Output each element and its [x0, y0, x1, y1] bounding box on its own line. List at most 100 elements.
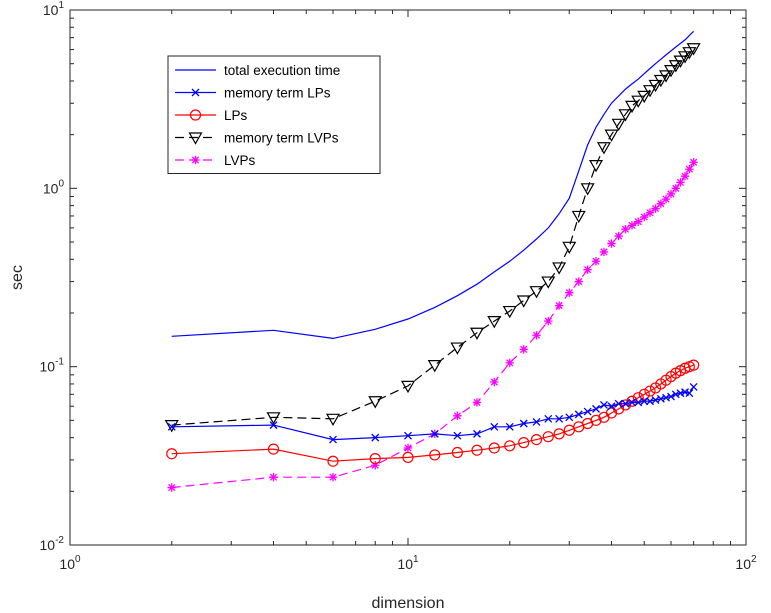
data-point [621, 224, 630, 234]
data-point [676, 389, 685, 398]
data-point [553, 428, 565, 440]
data-point [369, 453, 381, 465]
data-point [269, 421, 278, 430]
data-point [505, 422, 514, 431]
legend-marker [191, 155, 200, 165]
x-tick-label: 100 [59, 554, 81, 572]
data-point [688, 359, 700, 371]
data-point [429, 449, 441, 461]
data-point [661, 194, 671, 204]
data-point [685, 389, 694, 398]
data-point [430, 429, 439, 438]
data-point [530, 433, 543, 446]
data-point [677, 51, 693, 64]
data-point [653, 74, 668, 88]
series-line [171, 30, 695, 340]
data-point [451, 446, 463, 459]
data-point [686, 43, 701, 56]
data-point [663, 65, 679, 78]
y-tick-label-base: 10 [40, 537, 56, 553]
data-point [634, 398, 643, 407]
data-point [596, 142, 612, 155]
data-point [402, 451, 414, 463]
data-point [504, 440, 516, 452]
legend-label: memory term LVPs [224, 131, 339, 146]
data-point [591, 257, 601, 266]
y-tick-label-exponent: 0 [58, 178, 64, 189]
data-point [518, 437, 530, 449]
data-point [574, 410, 583, 419]
x-axis-label: dimension [372, 595, 445, 612]
y-tick-label-exponent: -2 [55, 535, 64, 546]
legend-marker [189, 109, 202, 121]
plot-series [164, 30, 701, 492]
data-point [583, 407, 592, 416]
legend-label: LVPs [224, 153, 256, 168]
data-point [600, 400, 608, 409]
data-point [325, 413, 341, 427]
y-tick-label: 10-1 [40, 357, 65, 375]
legend-item: LVPs [175, 153, 256, 168]
data-point [266, 412, 281, 425]
data-point [599, 247, 609, 257]
data-point [453, 431, 462, 440]
data-point [607, 402, 616, 411]
x-tick-label: 102 [735, 554, 757, 572]
y-tick-label-exponent: 1 [58, 0, 64, 11]
data-point [676, 178, 685, 187]
data-point [689, 158, 698, 167]
legend-marker [191, 88, 200, 97]
data-point [328, 472, 338, 482]
series-line [171, 47, 695, 426]
data-point [453, 411, 462, 421]
data-point [592, 404, 600, 413]
data-point [473, 429, 481, 438]
y-tick-label-base: 10 [43, 2, 59, 18]
data-point [604, 129, 619, 142]
data-point [640, 397, 649, 406]
data-point [472, 398, 482, 407]
data-point [689, 382, 698, 391]
data-point [166, 448, 178, 460]
data-point [611, 118, 626, 132]
data-point [400, 380, 416, 394]
data-point [427, 360, 442, 373]
legend-label: total execution time [224, 63, 340, 78]
y-tick-label-base: 10 [40, 359, 56, 375]
legend: total execution time memory term LPs LPs me… [167, 55, 381, 174]
data-point [583, 265, 592, 274]
data-point [645, 208, 655, 217]
data-point [651, 204, 660, 213]
x-tick-label-base: 10 [59, 556, 75, 572]
x-tick-label-base: 10 [397, 556, 413, 572]
data-point [519, 345, 528, 354]
data-point [628, 398, 636, 407]
data-point [516, 295, 531, 308]
data-point [614, 231, 623, 241]
data-point [614, 399, 623, 408]
data-point [624, 100, 640, 114]
series-lps [166, 359, 700, 467]
data-point [607, 239, 616, 248]
data-point [640, 212, 649, 222]
legend-item: memory term LVPs [175, 131, 339, 146]
data-point [544, 414, 553, 423]
data-point [574, 277, 583, 286]
data-point [554, 301, 564, 310]
y-axis-label: sec [9, 265, 26, 290]
data-point [368, 396, 383, 409]
data-point [490, 422, 499, 431]
data-point [638, 388, 650, 400]
x-tick-label: 101 [397, 554, 419, 572]
data-point [532, 417, 541, 426]
series-memory-term-lvps [164, 43, 701, 433]
legend-item: LPs [175, 108, 248, 123]
data-point [618, 109, 633, 122]
x-tick-label-exponent: 1 [413, 554, 419, 565]
x-tick-label-exponent: 0 [75, 554, 81, 565]
legend-item: total execution time [175, 63, 340, 78]
data-point [450, 342, 465, 355]
data-point [571, 210, 586, 224]
data-point [269, 472, 278, 482]
